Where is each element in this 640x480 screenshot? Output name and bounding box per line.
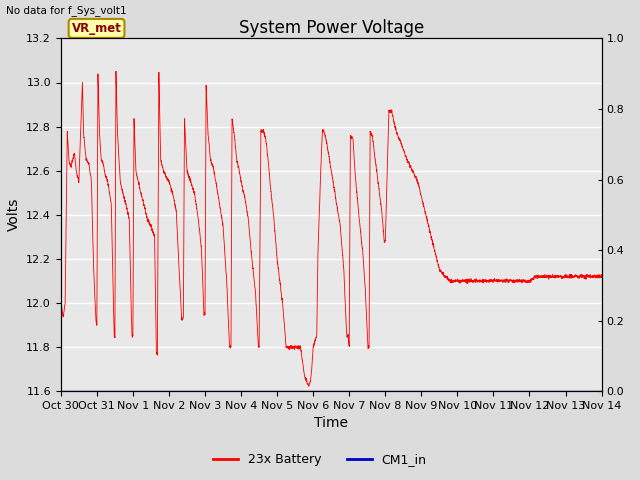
Title: System Power Voltage: System Power Voltage	[239, 19, 424, 37]
Y-axis label: Volts: Volts	[6, 198, 20, 231]
X-axis label: Time: Time	[314, 417, 348, 431]
Text: VR_met: VR_met	[72, 22, 122, 35]
Text: No data for f_Sys_volt1: No data for f_Sys_volt1	[6, 5, 127, 16]
Legend: 23x Battery, CM1_in: 23x Battery, CM1_in	[208, 448, 432, 471]
